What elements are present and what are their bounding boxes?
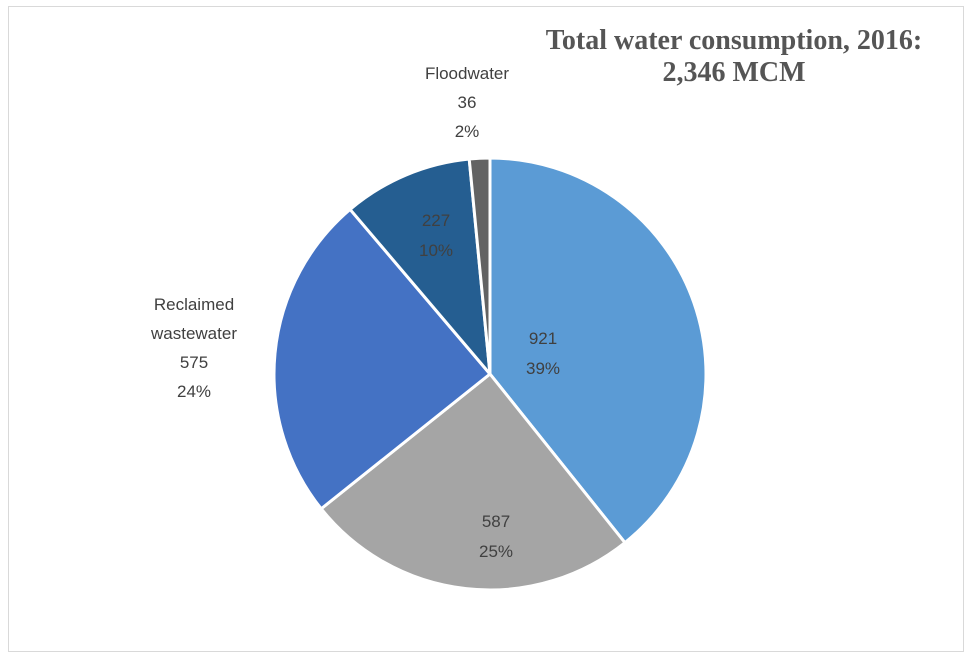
pie-slices: [272, 156, 708, 592]
slice-5-percent-label: 2%: [455, 122, 480, 141]
pie-slice-5: [467, 156, 492, 376]
pie-slice-3: [272, 207, 492, 511]
pie-slice-4: [348, 157, 492, 376]
pie-slice-2: [319, 372, 627, 592]
pie-slice-1: [488, 156, 708, 545]
slice-3-value-label: 575: [180, 353, 208, 372]
slice-1-value-label: 921: [529, 329, 557, 348]
slice-3-percent-label: 24%: [177, 382, 211, 401]
slice-4-value-label: 227: [422, 211, 450, 230]
chart-title: Total water consumption, 2016: 2,346 MCM: [514, 25, 954, 89]
slice-3-name-label-line-1: Reclaimed: [154, 295, 234, 314]
slice-4-percent-label: 10%: [419, 241, 453, 260]
slice-1-percent-label: 39%: [526, 359, 560, 378]
slice-3-name-label-line-2: wastewater: [150, 324, 237, 343]
chart-title-line-2: 2,346 MCM: [662, 57, 806, 88]
slice-2-value-label: 587: [482, 512, 510, 531]
slice-5-value-label: 36: [458, 93, 477, 112]
slice-2-percent-label: 25%: [479, 542, 513, 561]
chart-title-line-1: Total water consumption, 2016:: [545, 25, 923, 56]
slice-5-name-label: Floodwater: [425, 64, 509, 83]
